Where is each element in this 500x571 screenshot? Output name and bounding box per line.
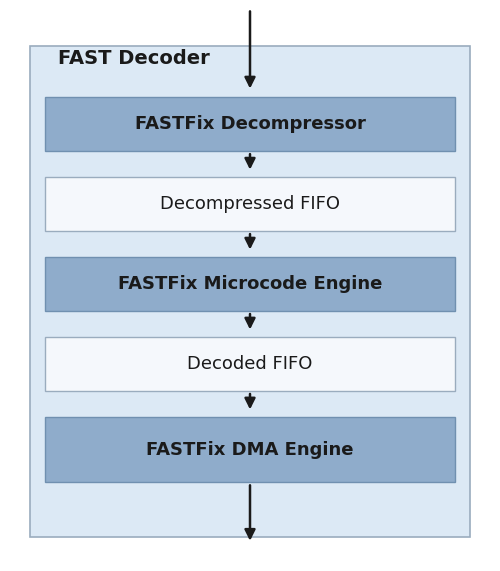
Text: FAST Decoder: FAST Decoder (58, 49, 209, 67)
Text: FASTFix Microcode Engine: FASTFix Microcode Engine (118, 275, 382, 293)
Text: FASTFix Decompressor: FASTFix Decompressor (134, 115, 366, 133)
FancyBboxPatch shape (45, 417, 455, 482)
Text: Decompressed FIFO: Decompressed FIFO (160, 195, 340, 213)
Text: FASTFix DMA Engine: FASTFix DMA Engine (146, 441, 354, 459)
FancyBboxPatch shape (45, 337, 455, 391)
FancyBboxPatch shape (45, 257, 455, 311)
FancyBboxPatch shape (45, 177, 455, 231)
FancyBboxPatch shape (45, 97, 455, 151)
Text: Decoded FIFO: Decoded FIFO (188, 355, 312, 373)
FancyBboxPatch shape (30, 46, 470, 537)
